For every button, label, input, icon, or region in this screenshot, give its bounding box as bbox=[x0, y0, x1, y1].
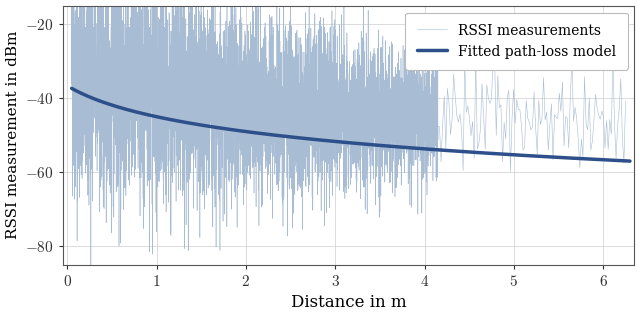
Fitted path-loss model bbox=[548, 155, 556, 159]
Fitted path-loss model bbox=[68, 87, 76, 90]
Fitted path-loss model bbox=[102, 101, 109, 105]
RSSI measurements bbox=[621, 99, 629, 103]
Fitted path-loss model bbox=[492, 152, 499, 156]
X-axis label: Distance in m: Distance in m bbox=[291, 294, 406, 311]
RSSI measurements bbox=[68, 42, 76, 46]
Fitted path-loss model bbox=[392, 145, 400, 149]
RSSI measurements bbox=[276, 128, 284, 132]
Legend: RSSI measurements, Fitted path-loss model: RSSI measurements, Fitted path-loss mode… bbox=[406, 12, 627, 70]
Y-axis label: RSSI measurement in dBm: RSSI measurement in dBm bbox=[6, 31, 20, 239]
Line: Fitted path-loss model: Fitted path-loss model bbox=[72, 88, 630, 161]
Fitted path-loss model bbox=[407, 146, 415, 150]
RSSI measurements bbox=[397, 143, 405, 147]
Fitted path-loss model bbox=[626, 159, 634, 163]
Line: RSSI measurements: RSSI measurements bbox=[72, 0, 625, 265]
RSSI measurements bbox=[221, 126, 228, 130]
RSSI measurements bbox=[179, 101, 186, 105]
RSSI measurements bbox=[134, 86, 142, 90]
RSSI measurements bbox=[288, 123, 296, 126]
RSSI measurements bbox=[87, 263, 95, 267]
Fitted path-loss model bbox=[424, 147, 431, 151]
